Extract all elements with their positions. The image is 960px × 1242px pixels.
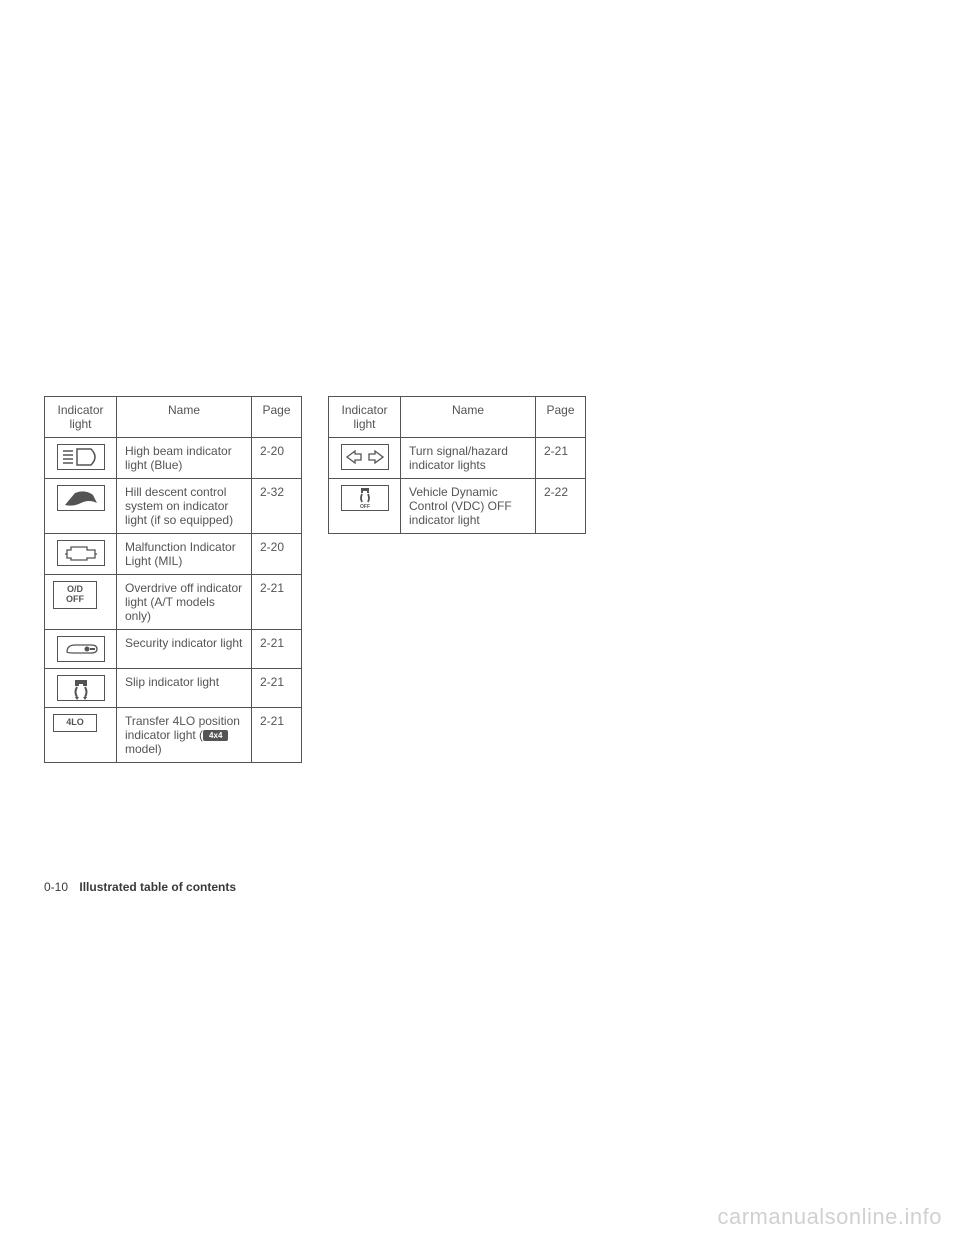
th-page: Page [252,397,302,438]
high-beam-icon [57,444,105,470]
th-indicator-light: Indicator light [45,397,117,438]
table-row: High beam indicator light (Blue) 2-20 [45,438,302,479]
icon-cell [45,669,117,708]
icon-cell: OFF [329,479,401,534]
th-page: Page [536,397,586,438]
th-name: Name [117,397,252,438]
table-row: 4LO Transfer 4LO position indicator ligh… [45,708,302,763]
indicator-table-1: Indicator light Name Page High bea [44,396,302,763]
page-cell: 2-20 [252,438,302,479]
tables-container: Indicator light Name Page High bea [44,396,586,763]
mil-icon [57,540,105,566]
vdc-off-icon: OFF [341,485,389,511]
name-cell: Turn signal/hazard indicator lights [401,438,536,479]
table-row: OFF Vehicle Dynamic Control (VDC) OFF in… [329,479,586,534]
watermark: carmanualsonline.info [717,1204,942,1230]
name-cell: Vehicle Dynamic Control (VDC) OFF indica… [401,479,536,534]
section-title: Illustrated table of contents [79,880,236,894]
th-indicator-light: Indicator light [329,397,401,438]
icon-cell [45,479,117,534]
icon-cell: 4LO [45,708,117,763]
icon-cell: O/D OFF [45,575,117,630]
turn-signal-icon [341,444,389,470]
name-cell: Overdrive off indicator light (A/T model… [117,575,252,630]
table-header-row: Indicator light Name Page [45,397,302,438]
page-cell: 2-21 [252,708,302,763]
page-cell: 2-21 [252,669,302,708]
name-cell: Security indicator light [117,630,252,669]
page-cell: 2-32 [252,479,302,534]
page-cell: 2-20 [252,534,302,575]
4lo-icon: 4LO [53,714,97,732]
svg-text:OFF: OFF [360,504,370,510]
page-cell: 2-21 [536,438,586,479]
page-number: 0-10 [44,880,68,894]
page-footer: 0-10 Illustrated table of contents [44,880,236,894]
table-row: Turn signal/hazard indicator lights 2-21 [329,438,586,479]
od-off-icon: O/D OFF [53,581,97,609]
name-cell: Slip indicator light [117,669,252,708]
page-cell: 2-22 [536,479,586,534]
table-row: O/D OFF Overdrive off indicator light (A… [45,575,302,630]
table-row: Malfunction Indicator Light (MIL) 2-20 [45,534,302,575]
icon-cell [329,438,401,479]
name-cell: Hill descent control system on indicator… [117,479,252,534]
slip-icon [57,675,105,701]
page-cell: 2-21 [252,630,302,669]
table-header-row: Indicator light Name Page [329,397,586,438]
icon-cell [45,438,117,479]
icon-cell [45,630,117,669]
th-name: Name [401,397,536,438]
name-cell: Transfer 4LO position indicator light (4… [117,708,252,763]
hill-descent-icon [57,485,105,511]
table-row: Security indicator light 2-21 [45,630,302,669]
name-cell: Malfunction Indicator Light (MIL) [117,534,252,575]
security-icon [57,636,105,662]
indicator-table-2: Indicator light Name Page Turn signal/ha… [328,396,586,534]
4x4-badge: 4x4 [203,730,228,741]
table-row: Slip indicator light 2-21 [45,669,302,708]
name-cell: High beam indicator light (Blue) [117,438,252,479]
table-row: Hill descent control system on indicator… [45,479,302,534]
name-suffix: model) [125,742,162,756]
icon-cell [45,534,117,575]
page-cell: 2-21 [252,575,302,630]
